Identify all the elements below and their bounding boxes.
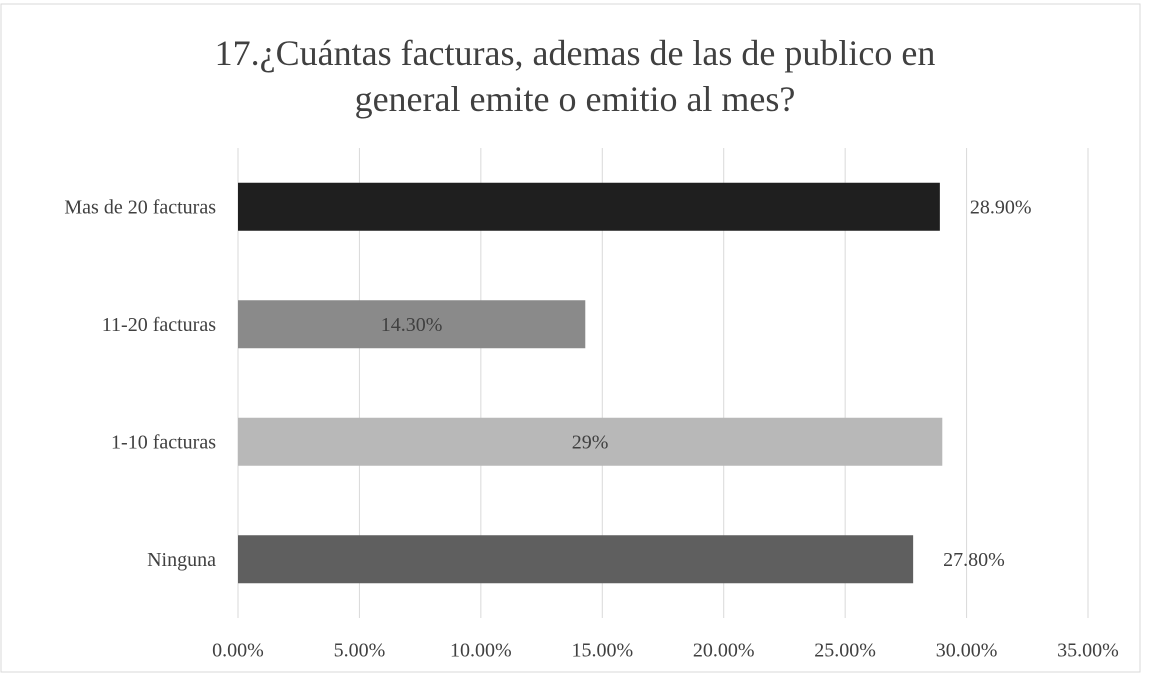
x-tick-label: 20.00% xyxy=(693,640,755,662)
y-tick-label: 1-10 facturas xyxy=(111,431,216,453)
x-tick-label: 5.00% xyxy=(334,640,386,662)
x-tick-label: 30.00% xyxy=(936,640,998,662)
bar xyxy=(238,300,586,349)
bar xyxy=(238,417,943,466)
data-label: 29% xyxy=(572,431,609,453)
x-tick-label: 25.00% xyxy=(814,640,876,662)
chart-title: 17.¿Cuántas facturas, ademas de las de p… xyxy=(214,33,936,119)
bar xyxy=(238,182,940,231)
data-label: 27.80% xyxy=(943,549,1005,571)
data-label: 14.30% xyxy=(381,314,443,336)
data-label: 28.90% xyxy=(970,196,1032,218)
y-tick-label: Mas de 20 facturas xyxy=(64,196,216,218)
y-tick-label: Ninguna xyxy=(147,549,216,571)
x-tick-label: 10.00% xyxy=(450,640,512,662)
x-tick-label: 0.00% xyxy=(212,640,264,662)
y-tick-label: 11-20 facturas xyxy=(102,314,216,336)
x-tick-label: 15.00% xyxy=(571,640,633,662)
x-tick-label: 35.00% xyxy=(1057,640,1119,662)
bar xyxy=(238,535,914,584)
chart-frame xyxy=(0,3,1141,673)
